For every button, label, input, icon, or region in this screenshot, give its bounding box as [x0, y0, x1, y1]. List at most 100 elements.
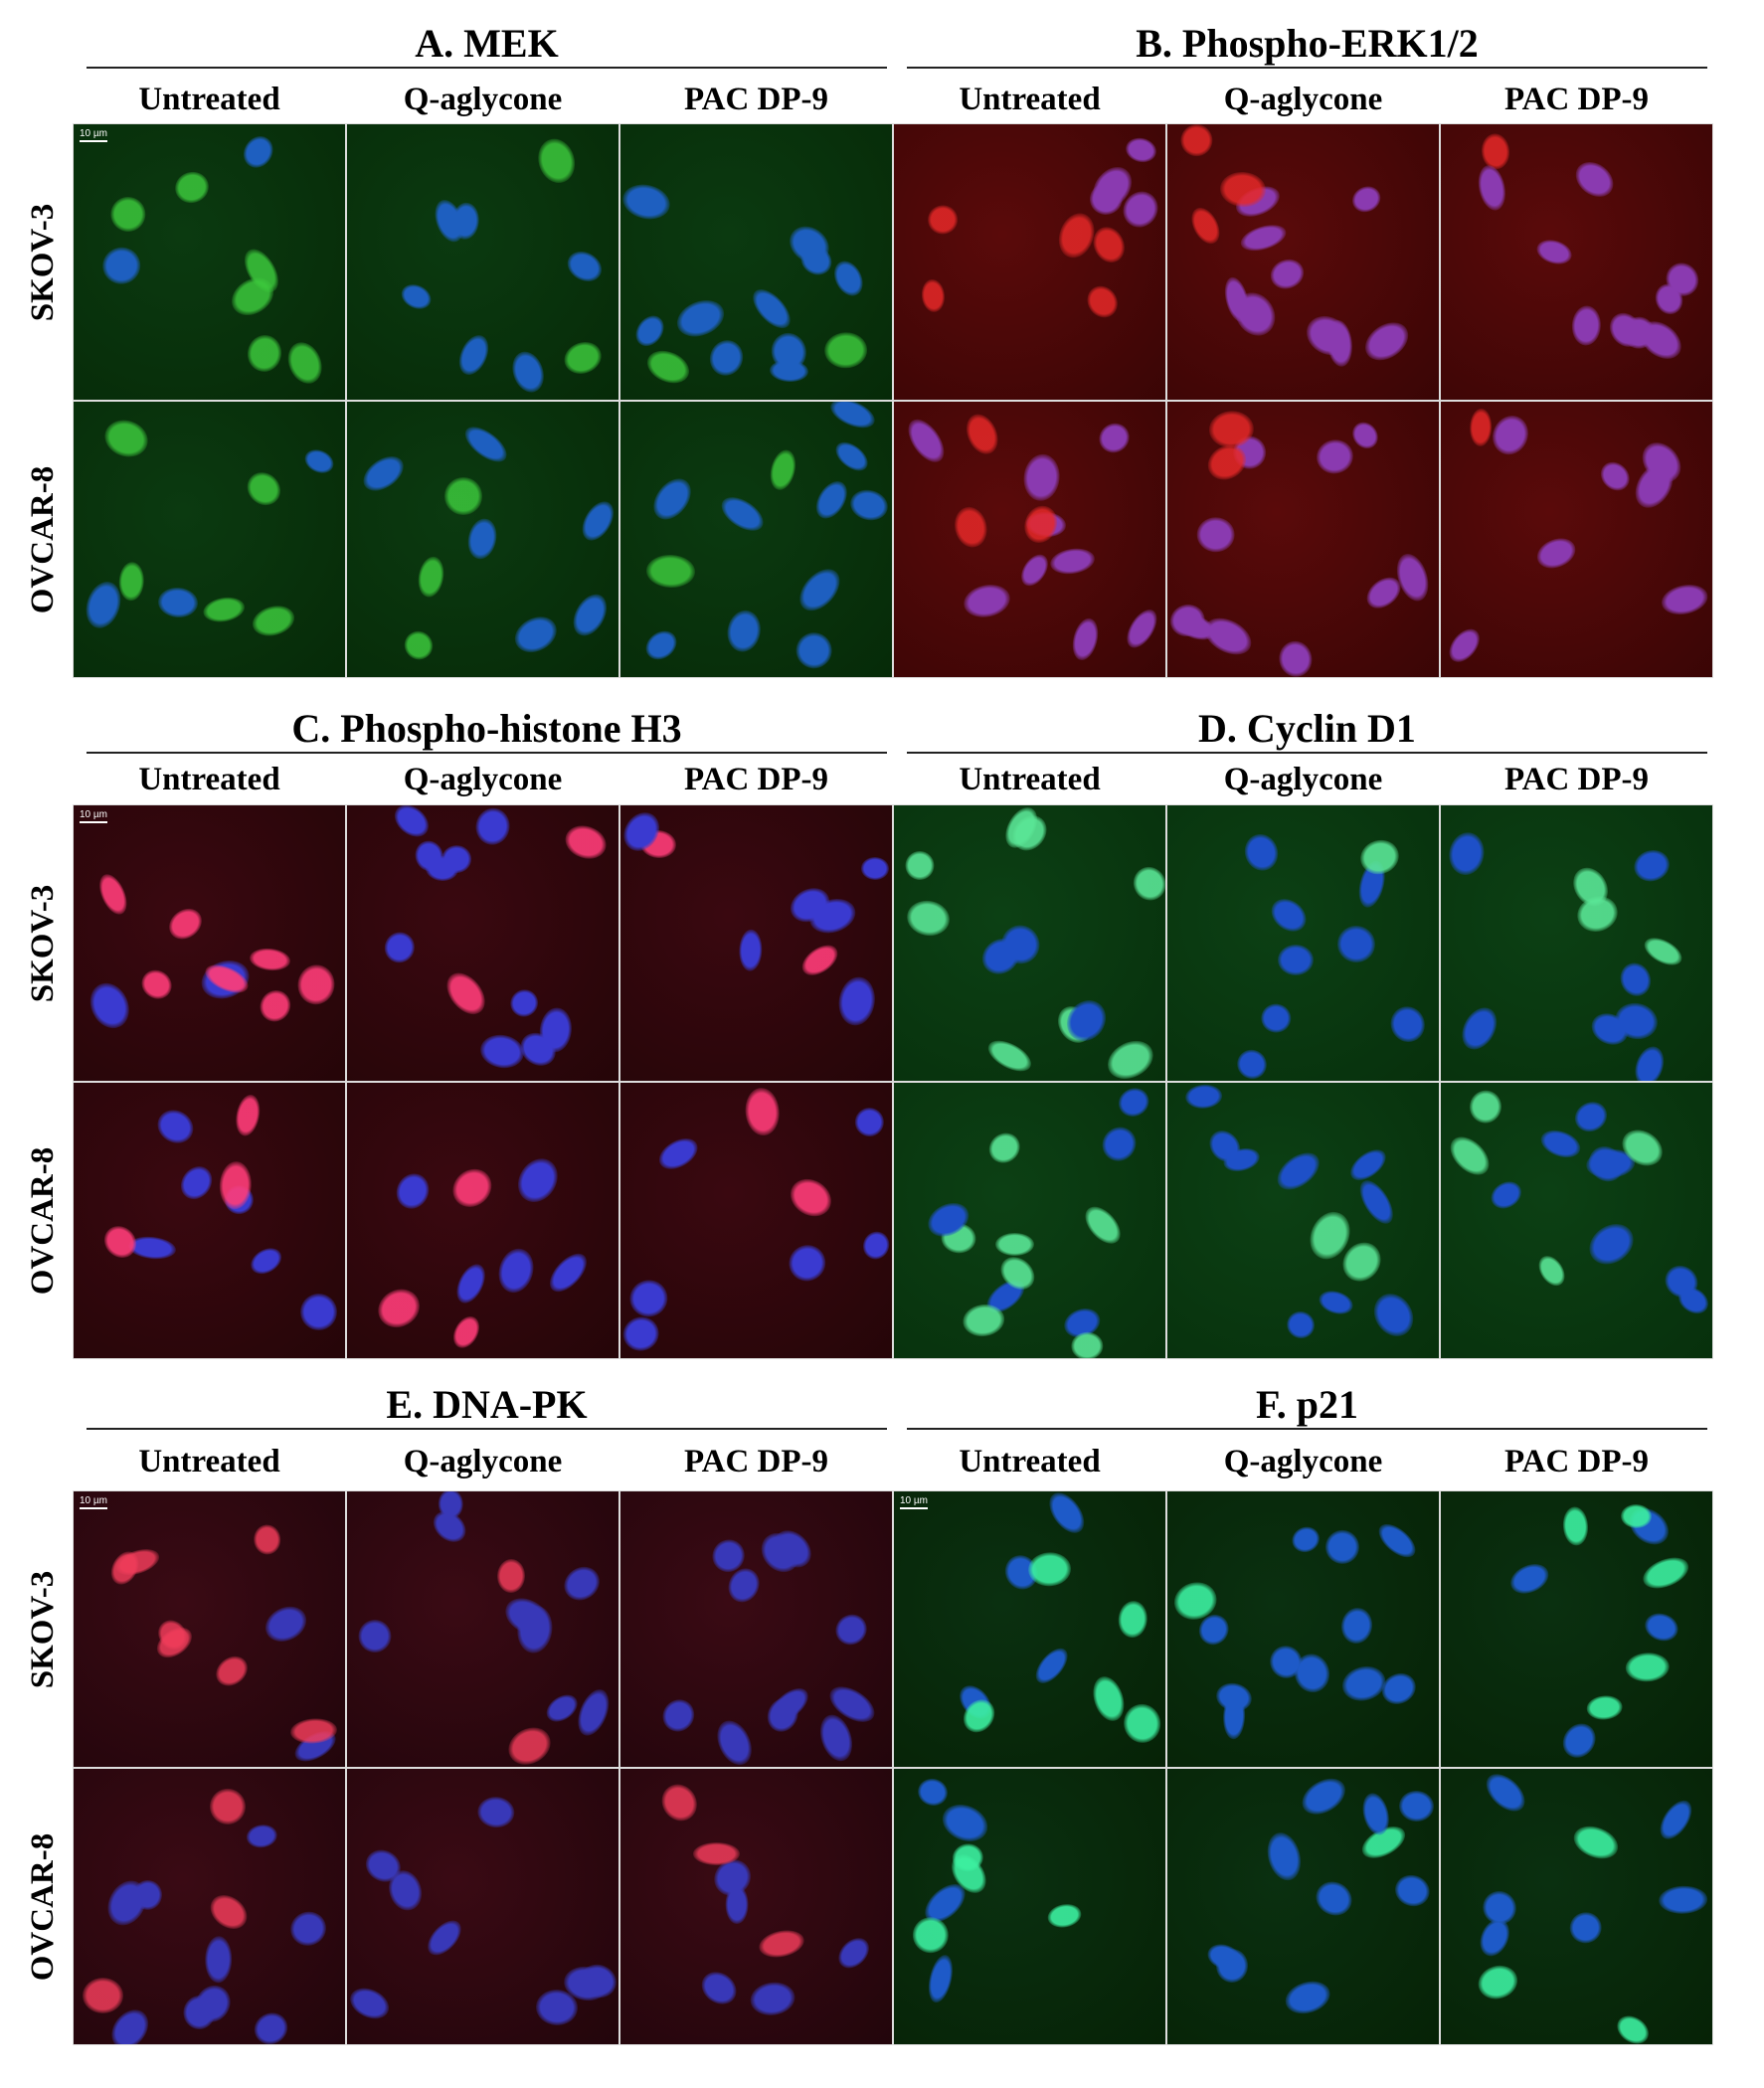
- cell-nucleus: [1114, 1083, 1153, 1123]
- cell-nucleus: [920, 278, 947, 314]
- micrograph: 10 µm: [73, 1490, 346, 1768]
- cell-nucleus: [441, 844, 471, 873]
- cell-nucleus: [1486, 410, 1534, 461]
- cell-nucleus: [1569, 1821, 1623, 1864]
- cell-nucleus: [427, 1504, 472, 1550]
- cell-nucleus: [203, 1888, 254, 1937]
- cell-nucleus: [1262, 1828, 1307, 1884]
- cell-nucleus: [453, 330, 494, 379]
- cell-nucleus: [725, 1884, 749, 1924]
- cell-nucleus: [380, 928, 421, 968]
- cell-nucleus: [1570, 304, 1603, 347]
- cell-nucleus: [451, 1259, 491, 1307]
- cell-nucleus: [1277, 944, 1315, 976]
- micrograph: [1440, 401, 1713, 678]
- cell-nucleus: [204, 1936, 234, 1984]
- cell-nucleus: [1533, 236, 1576, 269]
- panel-rule: [87, 752, 887, 754]
- cell-nucleus: [1101, 1032, 1160, 1081]
- cell-nucleus: [240, 465, 287, 512]
- scale-bar-label: 10 µm: [80, 128, 107, 142]
- cell-nucleus: [1567, 1909, 1605, 1947]
- cell-nucleus: [1093, 417, 1136, 459]
- cell-nucleus: [1196, 517, 1235, 554]
- cell-nucleus: [1638, 1552, 1693, 1595]
- cell-nucleus: [960, 409, 1004, 459]
- cell-nucleus: [1020, 452, 1062, 503]
- micrograph: [73, 1082, 346, 1359]
- cell-nucleus: [1095, 1120, 1143, 1168]
- cell-nucleus: [1121, 604, 1163, 653]
- cell-nucleus: [1630, 845, 1675, 886]
- cell-nucleus: [1531, 532, 1580, 574]
- cell-nucleus: [1048, 545, 1097, 578]
- cell-nucleus: [860, 856, 890, 880]
- cell-nucleus: [1184, 1084, 1224, 1111]
- cell-nucleus: [1474, 1960, 1522, 2004]
- cell-nucleus: [1052, 208, 1101, 263]
- row-label: SKOV-3: [25, 203, 61, 321]
- panel-title: D. Cyclin D1: [1198, 706, 1416, 751]
- cell-nucleus: [1173, 124, 1218, 163]
- cell-nucleus: [789, 624, 839, 676]
- row-label: OVCAR-8: [25, 1146, 61, 1295]
- panel-rule: [907, 67, 1707, 69]
- cell-nucleus: [1338, 1661, 1390, 1706]
- cell-nucleus: [1198, 609, 1258, 662]
- micrograph: [73, 1768, 346, 2045]
- micrograph: [1166, 1490, 1440, 1768]
- column-header: Untreated: [959, 1444, 1101, 1479]
- micrograph: [893, 123, 1166, 401]
- cell-nucleus: [1659, 581, 1711, 619]
- column-header: PAC DP-9: [683, 1444, 829, 1479]
- cell-nucleus: [961, 579, 1013, 621]
- cell-nucleus: [1555, 1717, 1603, 1765]
- cell-nucleus: [825, 402, 879, 435]
- cell-nucleus: [832, 1932, 876, 1975]
- cell-nucleus: [1087, 1672, 1130, 1725]
- cell-nucleus: [210, 1650, 255, 1692]
- row-label: SKOV-3: [25, 1570, 61, 1688]
- cell-nucleus: [1334, 923, 1378, 964]
- cell-nucleus: [792, 562, 848, 619]
- cell-nucleus: [1615, 957, 1657, 1001]
- cell-nucleus: [810, 475, 854, 524]
- micrograph: [619, 123, 893, 401]
- cell-nucleus: [249, 946, 292, 973]
- cell-nucleus: [170, 167, 213, 208]
- cell-nucleus: [746, 282, 797, 335]
- cell-nucleus: [1230, 1043, 1273, 1081]
- cell-nucleus: [748, 1980, 797, 2018]
- cell-nucleus: [1318, 1523, 1366, 1572]
- column-header: PAC DP-9: [683, 82, 829, 117]
- cell-nucleus: [472, 805, 513, 847]
- column-header: Q-aglycone: [1223, 82, 1383, 117]
- micrograph: [619, 1490, 893, 1768]
- cell-nucleus: [237, 129, 279, 174]
- panel-title: B. Phospho-ERK1/2: [1136, 21, 1479, 66]
- cell-nucleus: [1117, 1599, 1149, 1639]
- cell-nucleus: [397, 279, 436, 314]
- cell-nucleus: [625, 1275, 672, 1321]
- cell-nucleus: [1324, 318, 1355, 368]
- cell-nucleus: [465, 516, 501, 562]
- cell-nucleus: [1474, 162, 1509, 214]
- cell-nucleus: [509, 609, 564, 659]
- cell-nucleus: [847, 486, 892, 525]
- cell-nucleus: [1185, 203, 1225, 250]
- cell-nucleus: [1365, 1287, 1422, 1344]
- cell-nucleus: [249, 601, 298, 640]
- cell-nucleus: [444, 1160, 500, 1216]
- cell-nucleus: [784, 1171, 838, 1224]
- cell-nucleus: [1266, 254, 1309, 294]
- cell-nucleus: [106, 192, 149, 236]
- micrograph: [1166, 401, 1440, 678]
- cell-nucleus: [1276, 638, 1316, 677]
- cell-nucleus: [797, 939, 844, 981]
- cell-nucleus: [447, 1311, 484, 1353]
- column-header: Untreated: [138, 762, 280, 797]
- scale-bar-label: 10 µm: [80, 1495, 107, 1509]
- cell-nucleus: [1347, 182, 1385, 218]
- cell-nucleus: [1611, 2009, 1654, 2044]
